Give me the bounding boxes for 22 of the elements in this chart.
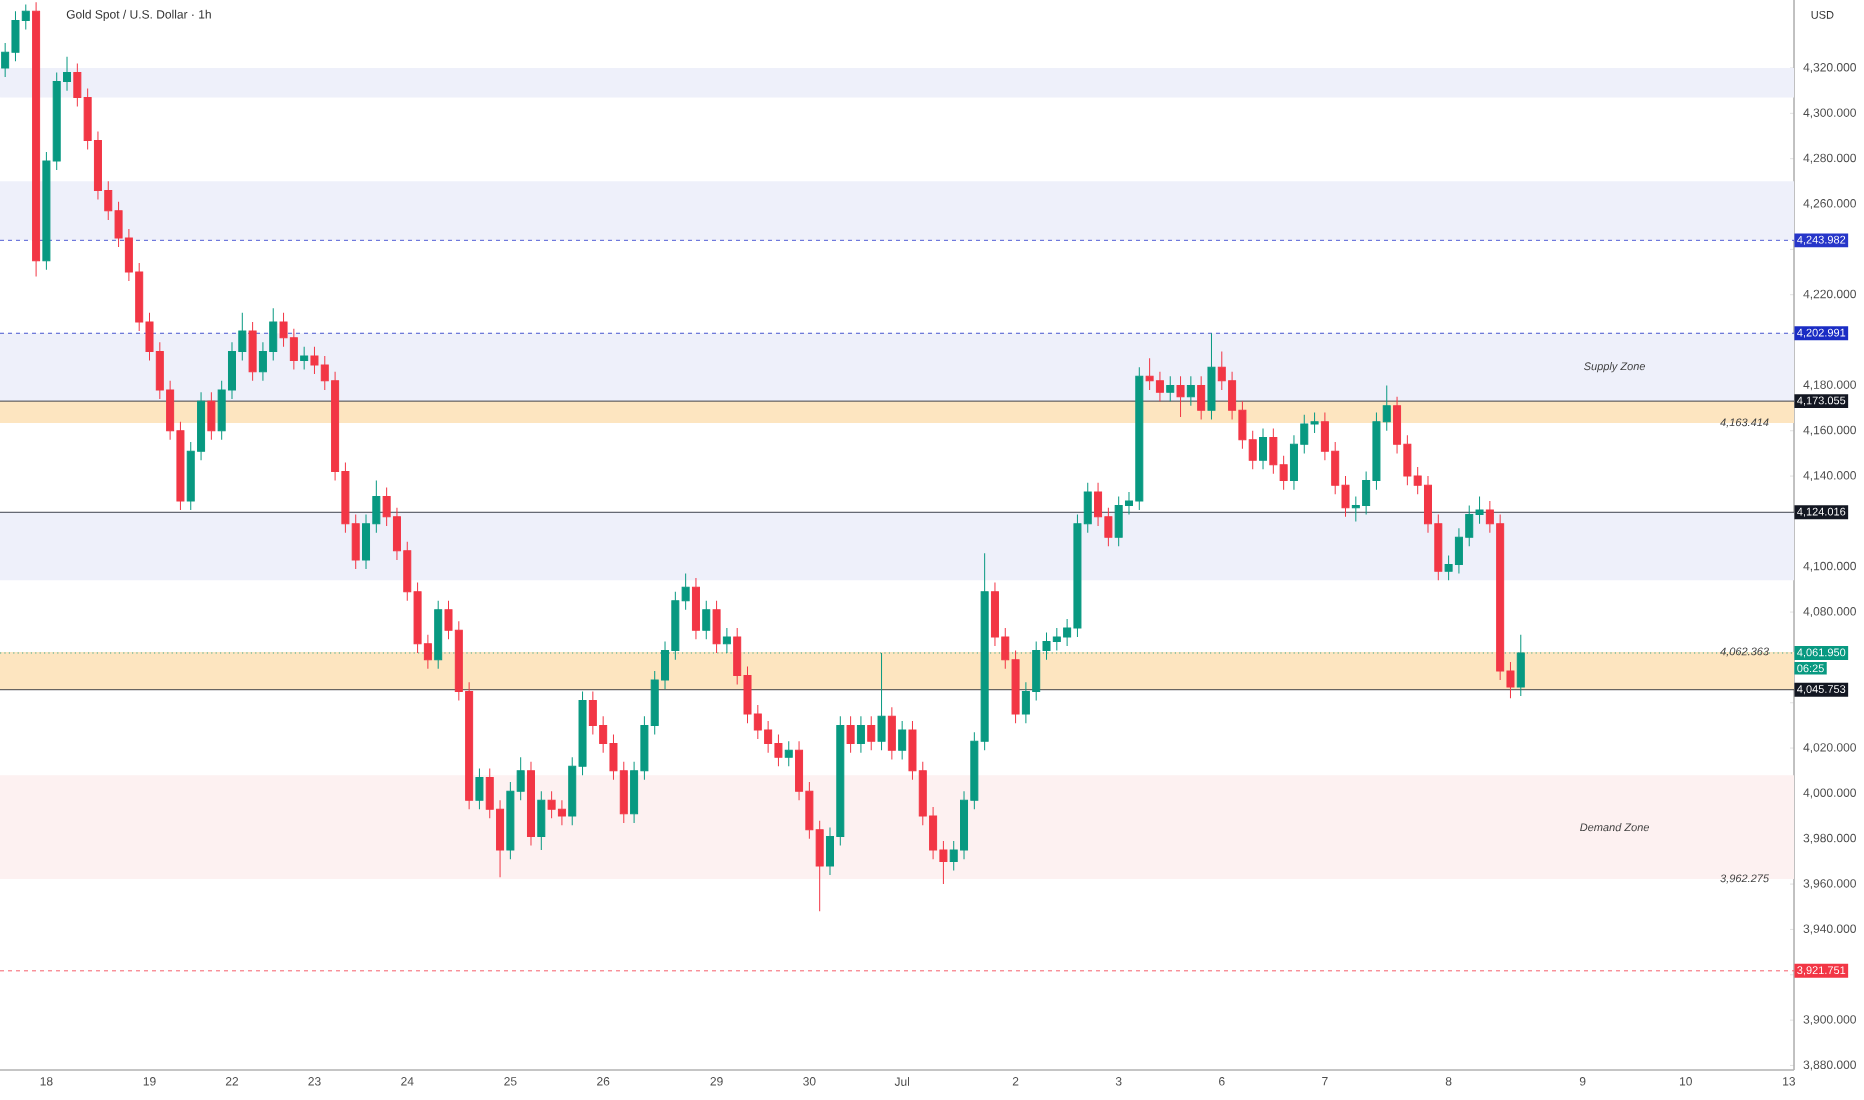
candlestick — [1186, 375, 1195, 407]
candlestick — [712, 600, 721, 654]
candlestick — [1259, 427, 1268, 470]
candlestick — [475, 768, 484, 810]
candlestick — [32, 1, 41, 278]
candlestick — [856, 715, 865, 754]
candlestick — [1197, 375, 1206, 420]
candlestick — [846, 715, 855, 754]
candlestick — [526, 761, 535, 847]
candlestick — [1166, 375, 1175, 402]
candlestick — [702, 600, 711, 640]
candlestick — [898, 720, 907, 760]
candlestick — [691, 577, 700, 640]
candlestick — [887, 706, 896, 760]
candlestick — [1176, 375, 1185, 418]
candlestick — [537, 790, 546, 851]
candlestick — [248, 321, 257, 382]
candlestick — [1207, 332, 1216, 420]
candlestick — [300, 346, 309, 371]
candlestick — [207, 391, 216, 441]
candlestick — [867, 715, 876, 751]
candlestick — [784, 740, 793, 767]
